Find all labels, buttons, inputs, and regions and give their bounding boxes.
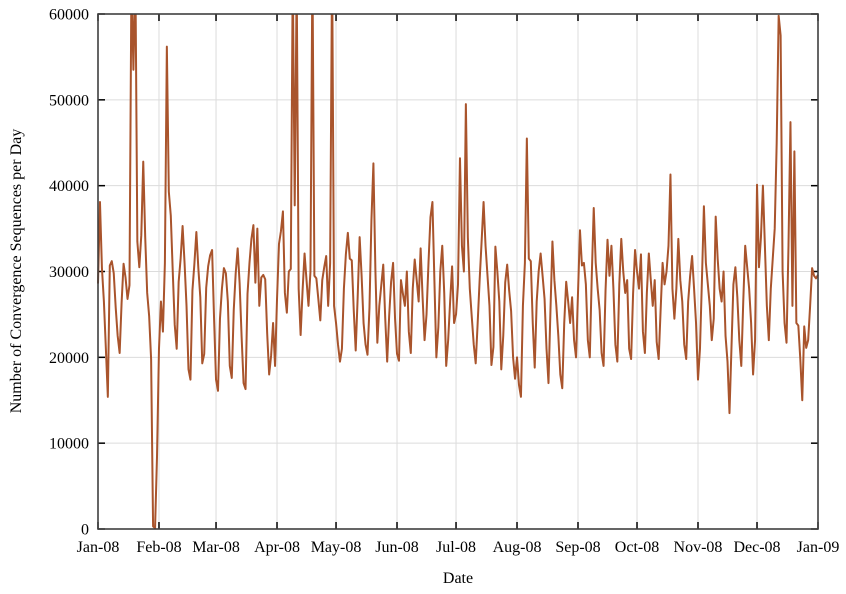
x-tick-label: Jan-08 <box>77 539 120 556</box>
x-tick-label: Jun-08 <box>375 539 419 556</box>
y-tick-label: 20000 <box>49 350 89 367</box>
y-tick-label: 0 <box>81 522 89 539</box>
x-tick-label: Aug-08 <box>493 539 542 556</box>
y-axis-title: Number of Convergence Sequences per Day <box>8 128 25 414</box>
y-tick-label: 40000 <box>49 178 89 195</box>
x-tick-label: Jan-09 <box>797 539 840 556</box>
x-tick-label: Mar-08 <box>192 539 240 556</box>
x-tick-label: Sep-08 <box>555 539 600 556</box>
data-line <box>97 14 819 530</box>
y-tick-label: 50000 <box>49 92 89 109</box>
x-tick-label: Apr-08 <box>254 539 300 556</box>
x-tick-label: Nov-08 <box>674 539 723 556</box>
x-tick-label: Oct-08 <box>615 539 659 556</box>
plot-border <box>97 13 819 530</box>
x-tick-label: Feb-08 <box>136 539 181 556</box>
x-tick-label: Dec-08 <box>733 539 780 556</box>
y-tick-label: 60000 <box>49 7 89 24</box>
y-tick-label: 10000 <box>49 436 89 453</box>
x-axis-title: Date <box>442 570 474 587</box>
x-tick-label: Jul-08 <box>436 539 476 556</box>
x-tick-label: May-08 <box>311 539 362 556</box>
y-tick-label: 30000 <box>49 264 89 281</box>
